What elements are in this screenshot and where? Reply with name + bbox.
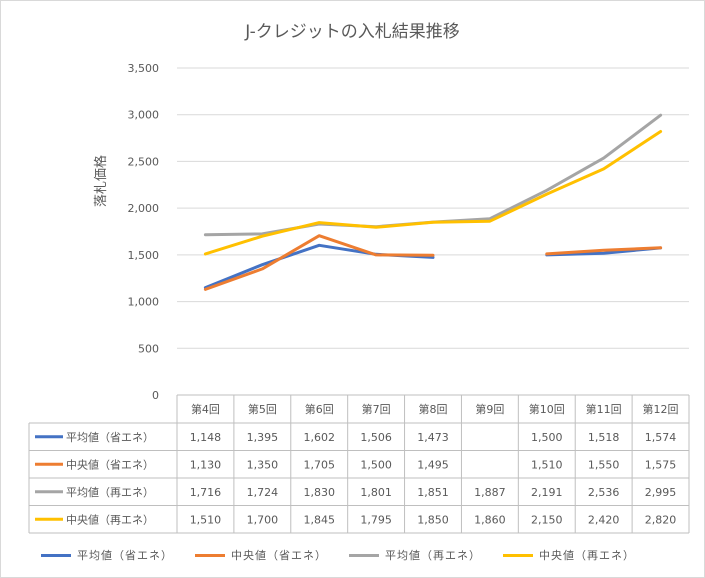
table-cell-value: 1,716 [190, 486, 222, 499]
legend-line-icon [195, 553, 225, 557]
category-label: 第9回 [475, 402, 504, 416]
table-cell-value: 1,845 [303, 513, 335, 526]
chart-legend: 平均値（省エネ） 中央値（省エネ） 平均値（再エネ） 中央値（再エネ） [41, 547, 657, 563]
table-cell-value: 2,536 [588, 486, 620, 499]
table-cell-value: 1,830 [303, 486, 335, 499]
legend-line-icon [41, 553, 71, 557]
table-cell-value: 1,510 [190, 513, 222, 526]
series-line [545, 246, 663, 256]
series-line [203, 243, 435, 290]
legend-line-icon [349, 553, 379, 557]
legend-item: 平均値（再エネ） [349, 547, 481, 563]
legend-label: 平均値（再エネ） [385, 549, 481, 562]
series-line [203, 130, 663, 256]
legend-item: 中央値（再エネ） [503, 547, 635, 563]
table-row-label: 中央値（省エネ） [66, 458, 154, 471]
table-cell-value: 1,801 [360, 486, 392, 499]
table-cell-value: 1,500 [531, 431, 563, 444]
category-label: 第12回 [643, 402, 679, 416]
y-tick-label: 2,000 [128, 202, 160, 215]
legend-label: 平均値（省エネ） [77, 549, 173, 562]
table-cell-value: 1,130 [190, 458, 222, 471]
table-cell-value: 1,500 [360, 458, 392, 471]
category-label: 第7回 [362, 402, 391, 416]
table-cell-value: 1,550 [588, 458, 620, 471]
y-tick-label: 1,000 [128, 296, 160, 309]
chart-title: J-クレジットの入札結果推移 [245, 22, 460, 42]
y-tick-label: 3,500 [128, 62, 160, 75]
table-cell-value: 1,395 [247, 431, 279, 444]
table-cell-value: 1,795 [360, 513, 392, 526]
table-cell-value: 1,510 [531, 458, 563, 471]
table-cell-value: 2,191 [531, 486, 563, 499]
table-cell-value: 1,724 [247, 486, 279, 499]
table-cell-value: 1,495 [417, 458, 449, 471]
y-tick-label: 1,500 [128, 249, 160, 262]
table-cell-value: 1,574 [645, 431, 677, 444]
table-cell-value: 2,150 [531, 513, 563, 526]
legend-label: 中央値（省エネ） [231, 549, 327, 562]
y-axis-label: 落札価格 [93, 155, 109, 207]
y-tick-label: 3,000 [128, 109, 160, 122]
category-label: 第4回 [191, 402, 220, 416]
table-cell-value: 1,602 [303, 431, 335, 444]
legend-item: 平均値（省エネ） [41, 547, 173, 563]
legend-label: 中央値（再エネ） [539, 549, 635, 562]
table-cell-value: 1,700 [247, 513, 279, 526]
y-tick-label: 0 [152, 389, 159, 402]
table-cell-value: 1,350 [247, 458, 279, 471]
table-cell-value: 2,420 [588, 513, 620, 526]
table-cell-value: 1,148 [190, 431, 222, 444]
table-cell-value: 2,820 [645, 513, 677, 526]
table-cell-value: 1,575 [645, 458, 677, 471]
table-cell-value: 1,860 [474, 513, 506, 526]
table-row-label: 中央値（再エネ） [66, 513, 154, 526]
category-label: 第10回 [529, 402, 565, 416]
legend-item: 中央値（省エネ） [195, 547, 327, 563]
table-row-label: 平均値（省エネ） [66, 431, 154, 444]
legend-line-icon [503, 553, 533, 557]
category-label: 第11回 [586, 402, 622, 416]
y-tick-label: 500 [138, 342, 159, 355]
table-cell-value: 1,506 [360, 431, 392, 444]
table-cell-value: 1,887 [474, 486, 506, 499]
category-label: 第8回 [419, 402, 448, 416]
table-cell-value: 1,473 [417, 431, 449, 444]
category-label: 第6回 [305, 402, 334, 416]
table-cell-value: 1,705 [303, 458, 335, 471]
y-tick-label: 2,500 [128, 155, 160, 168]
series-line [203, 234, 435, 291]
table-cell-value: 1,850 [417, 513, 449, 526]
table-cell-value: 1,518 [588, 431, 620, 444]
category-label: 第5回 [248, 402, 277, 416]
table-cell-value: 1,851 [417, 486, 449, 499]
table-cell-value: 2,995 [645, 486, 677, 499]
table-row-label: 平均値（再エネ） [66, 486, 154, 499]
